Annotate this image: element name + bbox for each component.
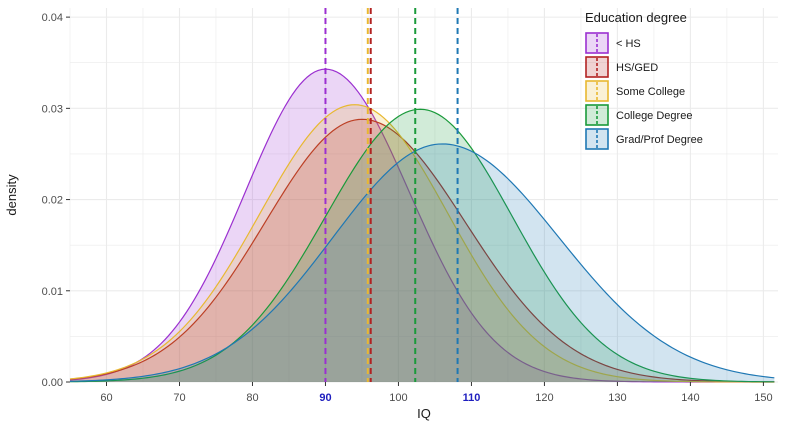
density-curve-3: [69, 108, 775, 383]
x-tick-label: 60: [100, 392, 112, 404]
y-tick-label: 0.01: [42, 286, 63, 298]
legend-key-0: [585, 32, 609, 54]
density-curve-2: [69, 104, 775, 383]
x-axis-ticks: 60 70 80 90 100 110 120 130 140 150: [100, 382, 773, 404]
x-tick-label: 150: [754, 392, 772, 404]
density-area-1: [70, 119, 775, 382]
density-area-3: [70, 109, 775, 382]
legend-key-3: [585, 104, 609, 126]
legend-label-4: Grad/Prof Degree: [616, 134, 703, 146]
plot-panel: [70, 8, 778, 382]
y-tick-label: 0.03: [42, 103, 63, 115]
y-tick-label: 0.04: [42, 12, 63, 24]
x-tick-label: 130: [608, 392, 626, 404]
density-area-0: [70, 69, 775, 383]
legend-label-2: Some College: [616, 86, 685, 98]
legend-key-1: [585, 56, 609, 78]
legend: Education degree < HS HS/GED Some College C…: [585, 10, 703, 150]
mean-lines: [324, 8, 459, 382]
legend-key-2: [585, 80, 609, 102]
x-tick-label: 90: [319, 392, 331, 404]
density-area-2: [70, 104, 775, 382]
legend-label-3: College Degree: [616, 110, 692, 122]
x-tick-label: 70: [173, 392, 185, 404]
legend-key-4: [585, 128, 609, 150]
x-tick-label: 140: [681, 392, 699, 404]
y-axis-title: density: [4, 174, 19, 216]
legend-label-0: < HS: [616, 38, 641, 50]
legend-title: Education degree: [585, 10, 687, 25]
legend-label-1: HS/GED: [616, 62, 658, 74]
density-curve-0: [69, 68, 775, 383]
density-curve-4: [69, 143, 775, 382]
x-tick-label: 110: [463, 392, 481, 404]
x-axis-title: IQ: [417, 406, 431, 421]
density-areas: [69, 68, 775, 383]
y-axis-ticks: 0.00 0.01 0.02 0.03 0.04: [42, 12, 70, 389]
x-tick-label: 80: [246, 392, 258, 404]
y-tick-label: 0.00: [42, 377, 63, 389]
x-tick-label: 120: [535, 392, 553, 404]
density-area-4: [70, 143, 775, 382]
y-tick-label: 0.02: [42, 195, 63, 207]
x-tick-label: 100: [389, 392, 407, 404]
density-curve-1: [69, 118, 775, 383]
